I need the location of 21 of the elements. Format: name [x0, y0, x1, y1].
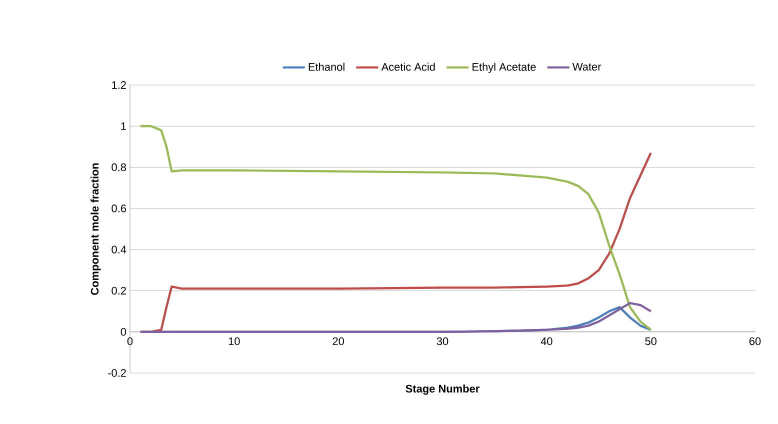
x-tick-label: 60 — [749, 337, 761, 346]
x-tick-label: 20 — [332, 337, 344, 346]
x-tick-label: 30 — [436, 337, 448, 346]
x-tick-label: 40 — [540, 337, 552, 346]
y-tick-label: 0.2 — [112, 286, 126, 295]
legend-label: Acetic Acid — [381, 62, 435, 71]
legend-label: Water — [572, 62, 602, 71]
x-tick-label: 50 — [645, 337, 656, 346]
legend-label: Ethyl Acetate — [472, 62, 536, 73]
y-tick-label: 0.4 — [112, 246, 126, 254]
y-tick-label: 0.6 — [112, 204, 126, 212]
y-tick-label: 1.2 — [112, 81, 126, 89]
x-tick-label: 0 — [127, 337, 133, 346]
y-tick-label: 1 — [121, 122, 126, 130]
y-tick-label: 0.8 — [112, 163, 126, 172]
legend-label: Ethanol — [308, 62, 344, 71]
y-tick-label: -0.2 — [108, 369, 126, 377]
y-axis-title: Component mole fraction — [90, 163, 101, 295]
x-tick-label: 10 — [228, 337, 240, 346]
x-axis-title: Stage Number — [406, 384, 480, 395]
y-tick-label: 0 — [120, 328, 126, 336]
